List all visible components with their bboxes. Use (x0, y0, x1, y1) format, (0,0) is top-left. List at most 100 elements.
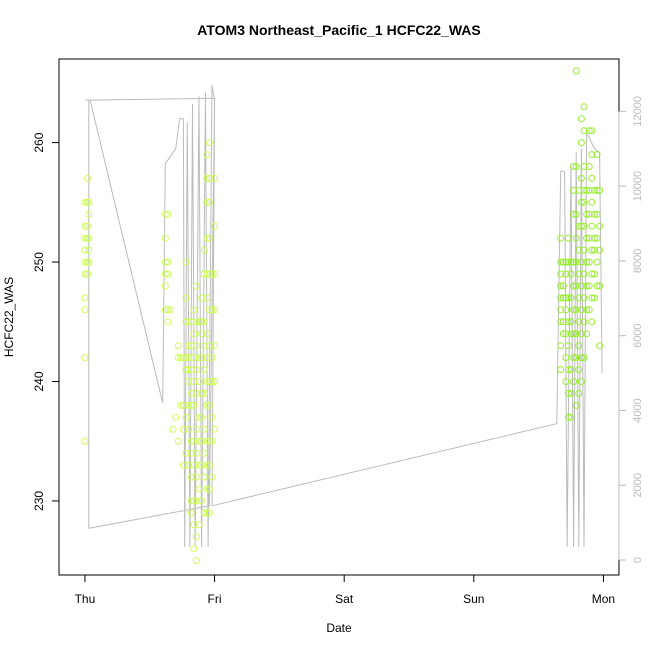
data-point (570, 258, 578, 266)
data-point (580, 318, 588, 326)
data-point (572, 163, 580, 170)
data-point (590, 186, 598, 194)
data-point (580, 198, 588, 206)
data-point (198, 413, 206, 421)
data-point (557, 282, 565, 290)
data-point (203, 378, 211, 385)
data-point (161, 270, 169, 278)
data-point (567, 330, 575, 338)
data-point (562, 354, 570, 362)
data-point (190, 497, 198, 505)
data-point (195, 461, 203, 469)
data-point (205, 270, 213, 278)
data-point (164, 210, 172, 218)
data-point (583, 234, 591, 242)
data-point (596, 246, 604, 254)
data-point (577, 139, 585, 147)
y2-tick-label: 6000 (632, 323, 644, 347)
data-point (590, 270, 598, 278)
data-point (564, 413, 572, 421)
altitude-line (84, 85, 603, 548)
data-point (572, 234, 580, 242)
data-point (161, 282, 169, 290)
data-point (81, 258, 89, 266)
data-point (580, 103, 588, 111)
data-point (559, 282, 567, 290)
data-point (583, 306, 591, 314)
data-point (174, 342, 182, 350)
data-point (567, 294, 575, 302)
data-point (161, 258, 169, 266)
altitude-line-layer (84, 85, 603, 548)
data-point (198, 497, 206, 505)
x-tick-label: Mon (592, 592, 615, 606)
data-point (208, 354, 216, 362)
data-point (81, 234, 89, 242)
y-tick-label: 230 (32, 491, 46, 511)
data-point (562, 258, 570, 266)
data-point (205, 139, 213, 147)
data-point (84, 174, 91, 182)
y-axis-label: HCFC22_WAS (2, 277, 16, 357)
data-point (570, 210, 578, 218)
data-point (198, 354, 206, 362)
data-point (562, 378, 570, 385)
data-point (575, 318, 583, 326)
data-point (575, 342, 583, 350)
data-point (205, 306, 213, 314)
data-point (575, 246, 583, 254)
data-point (81, 437, 89, 445)
data-point (572, 282, 580, 290)
data-point (596, 186, 604, 194)
data-point (570, 306, 578, 314)
data-point (211, 174, 219, 182)
data-point (164, 318, 172, 326)
data-point (84, 270, 91, 278)
data-point (211, 378, 219, 385)
data-point (174, 437, 182, 445)
data-point (187, 437, 195, 445)
y2-tick-label: 10000 (632, 171, 644, 202)
data-point (192, 425, 200, 433)
axes-layer: Thu Fri Sat Sun Mon 230 240 250 260 0 2000 4000 6000… (32, 96, 644, 606)
data-point (593, 151, 601, 159)
data-point (205, 174, 213, 182)
data-point (81, 222, 89, 230)
data-point (208, 437, 216, 445)
data-point (200, 449, 208, 457)
data-point (164, 306, 172, 314)
data-point (585, 306, 593, 314)
y2-tick-label: 8000 (632, 249, 644, 273)
data-point (575, 186, 583, 194)
data-point (185, 378, 193, 385)
data-point (167, 306, 174, 314)
data-point (577, 354, 585, 362)
data-point (185, 342, 193, 350)
data-point (182, 258, 190, 266)
data-point (203, 174, 211, 182)
data-point (192, 449, 200, 457)
x-tick-label: Thu (75, 592, 96, 606)
data-point (182, 366, 190, 374)
data-point (187, 401, 195, 409)
data-point (164, 270, 172, 278)
data-point (572, 354, 580, 362)
data-point (585, 186, 593, 194)
data-point (169, 425, 177, 433)
data-point (572, 401, 580, 409)
data-point (580, 186, 588, 194)
data-point (203, 401, 211, 409)
data-point (575, 270, 583, 278)
data-point (198, 461, 206, 469)
data-point (81, 354, 89, 362)
data-point (575, 389, 583, 397)
data-point (200, 473, 208, 481)
data-point (203, 509, 211, 517)
data-point (190, 521, 198, 529)
data-point (580, 270, 588, 278)
data-point (562, 306, 570, 314)
data-point (85, 198, 93, 206)
data-point (570, 186, 578, 194)
data-point (575, 222, 583, 230)
